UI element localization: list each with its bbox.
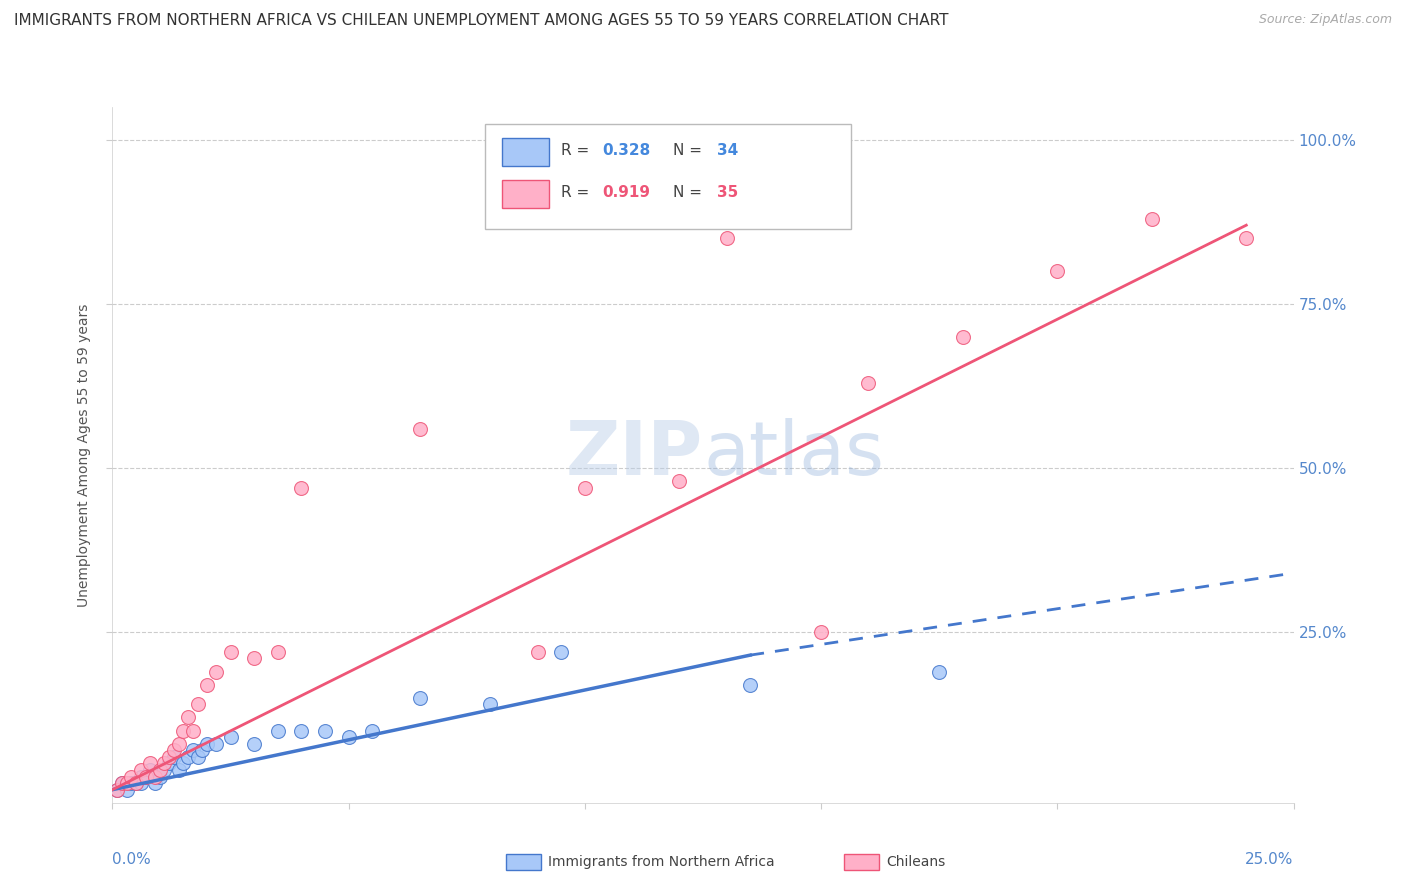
Point (105, 782, 128, 797)
Point (143, 770, 166, 784)
Point (219, 730, 242, 744)
Point (1046, 264, 1069, 278)
Point (153, 763, 176, 777)
Point (205, 737, 228, 751)
Point (1234, 231, 1257, 245)
Text: R =: R = (561, 144, 595, 159)
Point (120, 770, 142, 784)
Point (163, 749, 186, 764)
Point (290, 723, 312, 738)
Point (740, 678, 762, 692)
Text: R =: R = (561, 186, 595, 200)
Point (139, 763, 162, 777)
Point (408, 422, 430, 436)
Text: N =: N = (673, 186, 707, 200)
Text: ZIP: ZIP (565, 418, 703, 491)
Point (361, 723, 384, 738)
Point (129, 776, 152, 790)
Point (181, 743, 204, 757)
Y-axis label: Unemployment Among Ages 55 to 59 years: Unemployment Among Ages 55 to 59 years (77, 303, 91, 607)
Point (157, 749, 180, 764)
Point (267, 723, 290, 738)
Bar (502, 138, 550, 166)
Point (149, 770, 172, 784)
Point (172, 756, 194, 771)
Point (177, 749, 200, 764)
Text: IMMIGRANTS FROM NORTHERN AFRICA VS CHILEAN UNEMPLOYMENT AMONG AGES 55 TO 59 YEAR: IMMIGRANTS FROM NORTHERN AFRICA VS CHILE… (14, 13, 949, 29)
Point (408, 690, 430, 705)
FancyBboxPatch shape (485, 124, 851, 229)
Point (337, 730, 360, 744)
Text: 0.0%: 0.0% (112, 852, 152, 866)
Text: 0.328: 0.328 (603, 144, 651, 159)
Bar (502, 180, 550, 208)
Point (290, 481, 312, 495)
Point (125, 776, 148, 790)
Text: 35: 35 (717, 186, 738, 200)
Point (153, 756, 176, 771)
Point (105, 782, 128, 797)
Point (928, 665, 950, 679)
Point (129, 770, 152, 784)
Point (550, 645, 572, 659)
Text: N =: N = (673, 144, 707, 159)
Point (574, 481, 596, 495)
Point (125, 776, 148, 790)
Point (479, 698, 502, 712)
Point (172, 723, 194, 738)
Text: Source: ZipAtlas.com: Source: ZipAtlas.com (1258, 13, 1392, 27)
Point (111, 776, 134, 790)
Point (120, 776, 142, 790)
Point (143, 776, 166, 790)
Point (668, 474, 690, 488)
Point (716, 231, 738, 245)
Point (135, 770, 157, 784)
Text: Immigrants from Northern Africa: Immigrants from Northern Africa (548, 855, 775, 869)
Point (195, 737, 218, 751)
Text: 34: 34 (717, 144, 738, 159)
Point (526, 645, 548, 659)
Point (129, 763, 152, 777)
Point (314, 723, 336, 738)
Point (243, 737, 266, 751)
Text: 0.919: 0.919 (603, 186, 651, 200)
Point (267, 645, 290, 659)
Point (163, 743, 186, 757)
Point (181, 723, 204, 738)
Point (115, 782, 138, 797)
Point (135, 770, 157, 784)
Point (111, 776, 134, 790)
Text: Chileans: Chileans (886, 855, 945, 869)
Point (195, 678, 218, 692)
Point (167, 763, 190, 777)
Point (243, 651, 266, 665)
Point (149, 763, 172, 777)
Point (139, 756, 162, 771)
Point (219, 645, 242, 659)
Point (810, 625, 832, 640)
Point (157, 756, 180, 771)
Point (205, 665, 228, 679)
Point (177, 710, 200, 724)
Point (186, 698, 208, 712)
Point (952, 330, 974, 344)
Point (186, 749, 208, 764)
Point (1140, 211, 1163, 226)
Point (858, 376, 880, 390)
Point (115, 776, 138, 790)
Text: atlas: atlas (703, 418, 884, 491)
Point (191, 743, 214, 757)
Text: 25.0%: 25.0% (1246, 852, 1294, 866)
Point (167, 737, 190, 751)
